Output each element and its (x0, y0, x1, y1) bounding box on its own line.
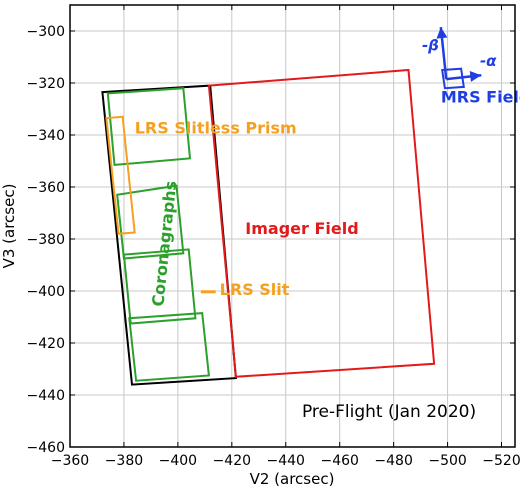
x-tick-label: −440 (267, 453, 305, 469)
y-tick-label: −400 (27, 284, 65, 300)
y-tick-label: −320 (27, 76, 65, 92)
y-tick-label: −420 (27, 336, 65, 352)
coronagraph-1 (106, 87, 192, 166)
y-tick-label: −300 (27, 24, 65, 40)
annotations: LRS Slitless Prism Coronagraphs Imager Fie… (135, 26, 520, 422)
plot-frame (69, 4, 516, 448)
lrs-slit-label: LRS Slit (220, 280, 290, 299)
coronagraph-4 (128, 312, 211, 382)
x-axis-label: V2 (arcsec) (250, 470, 335, 488)
coronagraphs-label: Coronagraphs (148, 180, 180, 308)
field-outlines (101, 67, 465, 386)
mrs-field (441, 67, 465, 90)
imager-field (207, 68, 436, 378)
x-tick-label: −520 (482, 453, 520, 469)
y-tick-label: −380 (27, 232, 65, 248)
imager-field-label: Imager Field (245, 219, 358, 238)
beta-arrow-head (436, 27, 448, 39)
y-tick-label: −340 (27, 128, 65, 144)
y-tick-label: −360 (27, 180, 65, 196)
lrs-slitless-prism-label: LRS Slitless Prism (135, 119, 297, 138)
alpha-label: -α (480, 52, 497, 70)
x-tick-label: −500 (428, 453, 466, 469)
coronagraph-2 (116, 184, 185, 260)
y-tick-label: −460 (27, 440, 65, 456)
alpha-arrow-head (469, 70, 482, 82)
x-tick-label: −400 (159, 453, 197, 469)
y-axis-label: V3 (arcsec) (0, 184, 18, 269)
mrs-field-label: MRS Field (441, 88, 520, 107)
y-tick-label: −440 (27, 388, 65, 404)
axis-ticks: −360 −380 −400 −420 −440 −460 −480 −500 −520 −300… (27, 5, 520, 469)
x-tick-label: −360 (51, 453, 89, 469)
x-tick-label: −380 (105, 453, 143, 469)
x-tick-label: −480 (374, 453, 412, 469)
outer-outline (101, 84, 237, 386)
lrs-slitless-prism (105, 115, 136, 235)
x-tick-label: −420 (213, 453, 251, 469)
coronagraph-3 (122, 248, 197, 325)
beta-label: -β (422, 37, 439, 55)
pre-flight-label: Pre-Flight (Jan 2020) (302, 402, 476, 422)
x-tick-label: −460 (320, 453, 358, 469)
